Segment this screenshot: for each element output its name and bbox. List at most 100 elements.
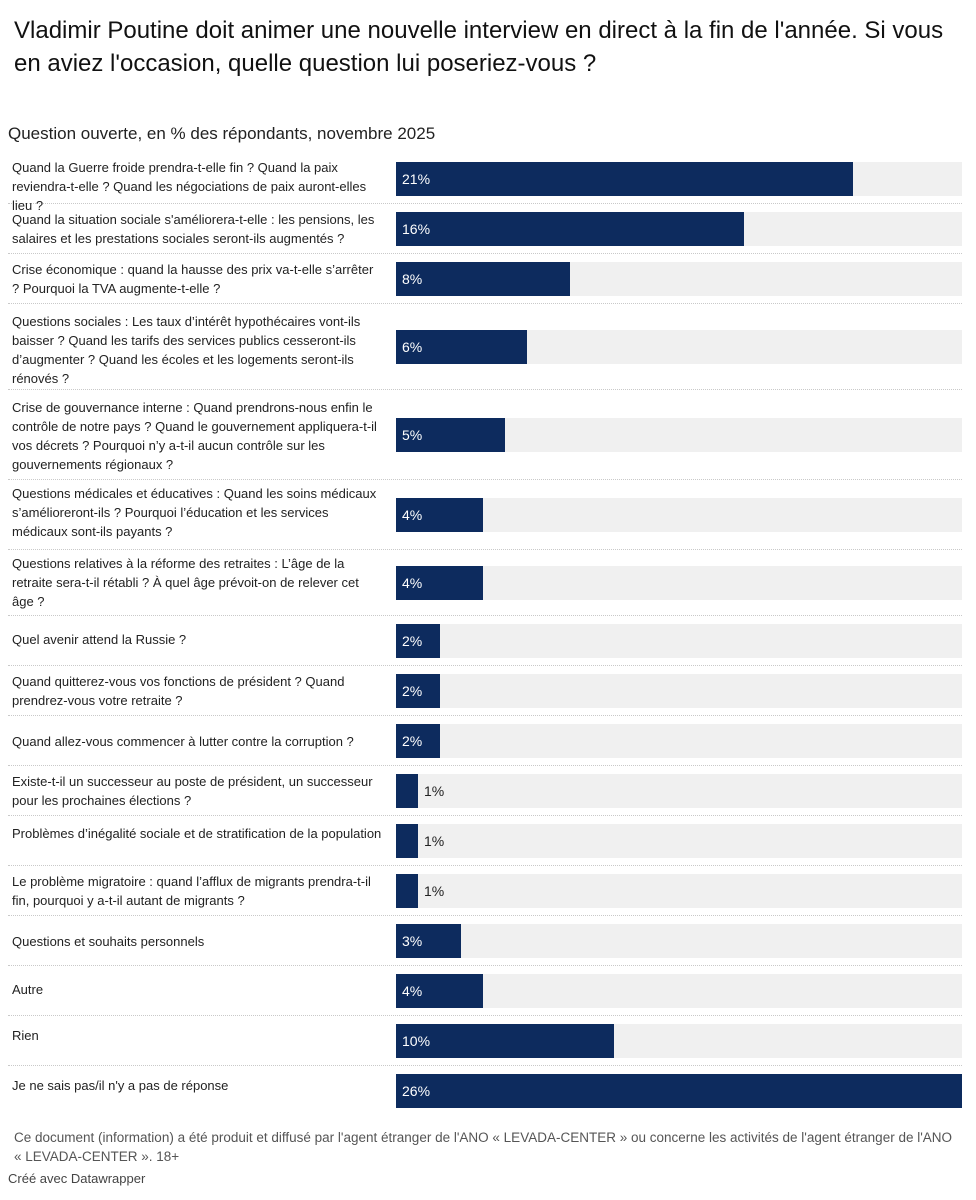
value-label: 21% bbox=[402, 171, 431, 187]
row-separator bbox=[8, 865, 962, 866]
bar-row: Questions et souhaits personnels 3% bbox=[8, 916, 962, 966]
category-label: Questions médicales et éducatives : Quan… bbox=[12, 486, 377, 539]
bar-row: Quand la Guerre froide prendra-t-elle fi… bbox=[8, 154, 962, 213]
bar bbox=[396, 1024, 614, 1058]
value-label: 2% bbox=[402, 733, 423, 749]
bar bbox=[396, 924, 461, 958]
row-separator bbox=[8, 479, 962, 480]
category-label: Autre bbox=[12, 982, 44, 997]
value-label: 6% bbox=[402, 339, 423, 355]
category-label: Crise économique : quand la hausse des p… bbox=[12, 262, 374, 296]
row-separator bbox=[8, 615, 962, 616]
bar bbox=[396, 824, 418, 858]
row-separator bbox=[8, 965, 962, 966]
bar-row: Questions sociales : Les taux d’intérêt … bbox=[8, 304, 962, 390]
row-separator bbox=[8, 203, 962, 204]
bar-track: 1% bbox=[396, 874, 962, 908]
bar-row: Quand quitterez-vous vos fonctions de pr… bbox=[8, 666, 962, 716]
value-label: 2% bbox=[402, 633, 423, 649]
datawrapper-credit: Créé avec Datawrapper bbox=[8, 1171, 146, 1186]
value-label: 4% bbox=[402, 983, 423, 999]
bar-row: Autre 4% bbox=[8, 966, 962, 1016]
value-label: 5% bbox=[402, 427, 423, 443]
bar-row: Le problème migratoire : quand l’afflux … bbox=[8, 866, 962, 916]
category-label: Problèmes d’inégalité sociale et de stra… bbox=[12, 826, 382, 841]
bar bbox=[396, 674, 440, 708]
bar bbox=[396, 874, 418, 908]
category-label: Quand la situation sociale s'améliorera-… bbox=[12, 212, 375, 246]
bar-track: 4% bbox=[396, 498, 962, 532]
bar-track: 5% bbox=[396, 418, 962, 452]
source-note: Ce document (information) a été produit … bbox=[14, 1130, 953, 1164]
row-separator bbox=[8, 815, 962, 816]
bar bbox=[396, 974, 483, 1008]
row-separator bbox=[8, 389, 962, 390]
chart-subtitle: Question ouverte, en % des répondants, n… bbox=[8, 124, 436, 143]
bar-track: 16% bbox=[396, 212, 962, 246]
bar-row: Quel avenir attend la Russie ? 2% bbox=[8, 616, 962, 666]
bar bbox=[396, 624, 440, 658]
category-label: Quel avenir attend la Russie ? bbox=[12, 632, 187, 647]
bar bbox=[396, 498, 483, 532]
bar-track: 4% bbox=[396, 566, 962, 600]
bar-row: Rien 10% bbox=[8, 1016, 962, 1066]
category-label: Quand quitterez-vous vos fonctions de pr… bbox=[12, 674, 345, 708]
bar-track: 6% bbox=[396, 330, 962, 364]
value-label: 4% bbox=[402, 507, 423, 523]
bar-row: Crise de gouvernance interne : Quand pre… bbox=[8, 390, 962, 480]
category-label: Questions et souhaits personnels bbox=[12, 934, 205, 949]
value-label: 16% bbox=[402, 221, 431, 237]
row-separator bbox=[8, 1015, 962, 1016]
row-separator bbox=[8, 765, 962, 766]
bar bbox=[396, 330, 527, 364]
value-label: 1% bbox=[424, 783, 445, 799]
bar-track: 21% bbox=[396, 162, 962, 196]
bar-track: 1% bbox=[396, 774, 962, 808]
bar-row: Questions relatives à la réforme des ret… bbox=[8, 550, 962, 616]
bar-row: Problèmes d’inégalité sociale et de stra… bbox=[8, 816, 962, 866]
bar-track: 26% bbox=[396, 1074, 962, 1108]
value-label: 3% bbox=[402, 933, 423, 949]
value-label: 10% bbox=[402, 1033, 431, 1049]
category-label: Questions relatives à la réforme des ret… bbox=[12, 556, 359, 609]
category-label: Rien bbox=[12, 1028, 39, 1043]
category-label: Je ne sais pas/il n'y a pas de réponse bbox=[12, 1078, 229, 1093]
bar-track: 8% bbox=[396, 262, 962, 296]
row-separator bbox=[8, 303, 962, 304]
category-label: Questions sociales : Les taux d’intérêt … bbox=[12, 314, 361, 386]
value-label: 26% bbox=[402, 1083, 431, 1099]
bar-row: Crise économique : quand la hausse des p… bbox=[8, 254, 962, 304]
value-label: 1% bbox=[424, 833, 445, 849]
bar-track: 4% bbox=[396, 974, 962, 1008]
bar-track: 3% bbox=[396, 924, 962, 958]
bar-track: 2% bbox=[396, 674, 962, 708]
row-separator bbox=[8, 665, 962, 666]
bar-row: Je ne sais pas/il n'y a pas de réponse 26… bbox=[8, 1066, 962, 1116]
row-separator bbox=[8, 915, 962, 916]
bar bbox=[396, 774, 418, 808]
category-label: Quand la Guerre froide prendra-t-elle fi… bbox=[12, 160, 367, 213]
bar-row: Quand allez-vous commencer à lutter cont… bbox=[8, 716, 962, 766]
bar-row: Existe-t-il un successeur au poste de pr… bbox=[8, 766, 962, 816]
category-label: Crise de gouvernance interne : Quand pre… bbox=[12, 400, 377, 472]
bar-track: 10% bbox=[396, 1024, 962, 1058]
bar bbox=[396, 262, 570, 296]
bar bbox=[396, 566, 483, 600]
bar bbox=[396, 724, 440, 758]
bar-row: Quand la situation sociale s'améliorera-… bbox=[8, 204, 962, 254]
bar-track: 2% bbox=[396, 624, 962, 658]
bar-track: 1% bbox=[396, 824, 962, 858]
value-label: 2% bbox=[402, 683, 423, 699]
value-label: 8% bbox=[402, 271, 423, 287]
row-separator bbox=[8, 1065, 962, 1066]
category-label: Existe-t-il un successeur au poste de pr… bbox=[12, 774, 373, 808]
value-label: 1% bbox=[424, 883, 445, 899]
chart-title: Vladimir Poutine doit animer une nouvell… bbox=[14, 17, 944, 77]
bar bbox=[396, 418, 505, 452]
row-separator bbox=[8, 549, 962, 550]
row-separator bbox=[8, 715, 962, 716]
bar-track: 2% bbox=[396, 724, 962, 758]
bar-row: Questions médicales et éducatives : Quan… bbox=[8, 480, 962, 550]
value-label: 4% bbox=[402, 575, 423, 591]
row-separator bbox=[8, 253, 962, 254]
